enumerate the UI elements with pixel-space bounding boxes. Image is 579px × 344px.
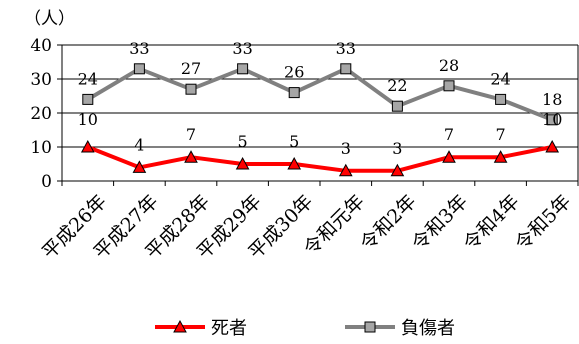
legend: 死者 負傷者 (155, 318, 455, 339)
data-label-injured: 24 (490, 69, 510, 88)
data-label-injured: 26 (284, 63, 304, 82)
data-label-injured: 33 (232, 39, 252, 58)
marker-injured (443, 80, 455, 92)
series-line-injured (86, 66, 553, 122)
data-label-injured: 28 (439, 56, 459, 75)
marker-injured (82, 93, 94, 105)
x-tick-label: 令和3年 (408, 191, 472, 255)
marker-injured (495, 93, 507, 105)
marker-deaths (287, 156, 302, 170)
marker-injured (185, 83, 197, 95)
data-label-injured: 18 (542, 90, 562, 109)
data-label-injured: 27 (181, 59, 201, 78)
legend-label: 負傷者 (401, 318, 455, 339)
data-label-deaths: 7 (496, 125, 506, 144)
marker-injured (237, 63, 249, 75)
marker-deaths (390, 163, 405, 177)
x-tick-label: 令和4年 (459, 191, 523, 255)
data-label-deaths: 7 (186, 125, 196, 144)
legend-label: 死者 (211, 318, 247, 339)
y-unit-label: （人） (24, 9, 75, 29)
series-line-deaths (87, 145, 553, 173)
marker-deaths (132, 160, 147, 173)
x-tick-labels: 平成26年平成27年平成28年平成29年平成30年令和元年令和2年令和3年令和4… (38, 191, 575, 264)
marker-injured (288, 87, 300, 99)
data-label-deaths: 10 (542, 110, 562, 129)
marker-deaths (493, 150, 508, 163)
legend-item-deaths: 死者 (155, 318, 247, 339)
marker-deaths (184, 150, 198, 163)
y-tick-label: 0 (41, 172, 52, 192)
marker-deaths (338, 163, 353, 177)
marker-deaths (442, 150, 456, 163)
data-label-deaths: 3 (392, 139, 402, 158)
y-tick-label: 20 (30, 104, 52, 124)
y-tick-label: 40 (30, 36, 52, 56)
y-tick-label: 30 (30, 70, 52, 90)
axes (57, 44, 579, 186)
data-label-injured: 22 (387, 76, 407, 95)
data-label-deaths: 5 (289, 132, 299, 151)
legend-marker (364, 321, 376, 333)
y-tick-labels: 0 10 20 30 40 (30, 36, 52, 192)
data-label-deaths: 10 (78, 110, 98, 129)
data-label-deaths: 7 (444, 125, 454, 144)
marker-deaths (545, 139, 560, 153)
legend-item-injured: 負傷者 (345, 318, 455, 339)
data-label-deaths: 5 (238, 132, 248, 151)
marker-deaths (80, 139, 95, 153)
series-lines (80, 63, 560, 177)
data-label-deaths: 3 (341, 139, 351, 158)
marker-injured (546, 114, 558, 126)
marker-injured (340, 63, 352, 75)
data-label-deaths: 4 (134, 135, 144, 154)
x-tick-label: 令和5年 (511, 191, 575, 255)
marker-injured (391, 100, 403, 112)
marker-injured (133, 63, 145, 75)
y-tick-label: 10 (30, 138, 52, 158)
data-label-injured: 24 (78, 69, 98, 88)
legend-marker (173, 319, 187, 333)
marker-deaths (235, 156, 250, 170)
data-label-injured: 33 (129, 39, 149, 58)
data-label-injured: 33 (336, 39, 356, 58)
x-tick-label: 令和2年 (356, 191, 420, 255)
